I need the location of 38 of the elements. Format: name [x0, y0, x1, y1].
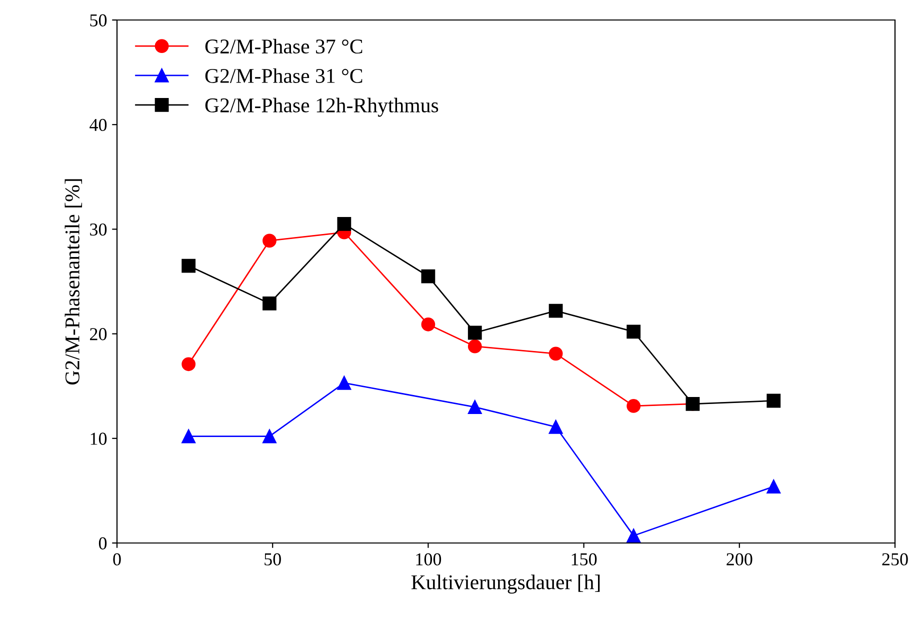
point — [626, 528, 641, 543]
point — [548, 304, 563, 318]
legend-label: G2/M-Phase 12h-Rhythmus — [205, 98, 438, 117]
point — [468, 339, 482, 354]
y-tick-label: 50 — [90, 14, 107, 26]
point — [421, 317, 436, 332]
point — [421, 269, 436, 284]
legend-label: G2/M-Phase 31 °C — [205, 68, 362, 83]
point — [182, 258, 196, 273]
x-tick-label: 0 — [113, 553, 121, 566]
x-tick-label: 150 — [572, 553, 597, 566]
point — [182, 429, 196, 444]
x-tick-label: 100 — [416, 553, 442, 566]
y-tick-label: 10 — [90, 432, 107, 445]
point — [766, 480, 781, 494]
point — [548, 346, 563, 361]
point — [766, 394, 781, 408]
point — [626, 399, 641, 413]
y-tick-label: 20 — [90, 328, 107, 340]
point — [337, 376, 352, 390]
y-tick-label: 40 — [90, 118, 107, 132]
point — [262, 234, 276, 248]
point — [548, 420, 563, 434]
legend-label: G2/M-Phase 37 °C — [205, 38, 362, 54]
x-tick-label: 250 — [882, 553, 908, 566]
point — [468, 400, 482, 414]
y-axis-title: G2/M-Phasenanteile [%] — [64, 179, 82, 384]
y-tick-label: 0 — [98, 537, 107, 550]
point — [337, 217, 352, 231]
point — [182, 357, 196, 372]
point — [468, 326, 482, 340]
point — [262, 429, 276, 444]
point — [626, 324, 641, 339]
point — [262, 296, 276, 310]
x-axis-title: Kultivierungsdauer [h] — [411, 574, 600, 594]
x-tick-label: 200 — [726, 553, 752, 566]
y-tick-label: 30 — [90, 223, 107, 236]
x-tick-label: 50 — [264, 553, 281, 566]
